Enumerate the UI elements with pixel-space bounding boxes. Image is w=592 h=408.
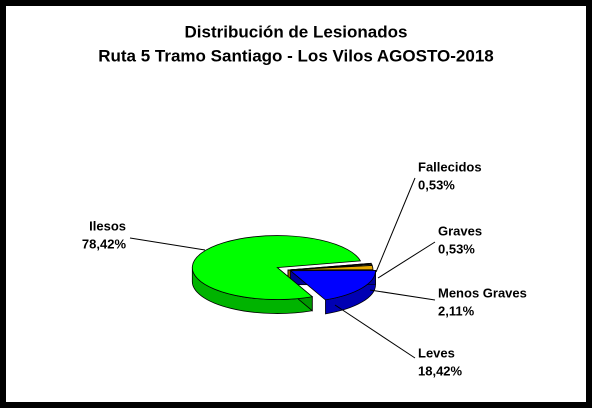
value-label: 78,42%: [82, 236, 127, 251]
slice: [287, 265, 374, 271]
leader-line: [369, 289, 436, 301]
slice-label: Leves: [418, 345, 455, 360]
slice: [289, 269, 376, 301]
chart-subtitle: Ruta 5 Tramo Santiago - Los Vilos AGOSTO…: [98, 46, 494, 65]
value-label: 0,53%: [418, 177, 455, 192]
value-label: 2,11%: [438, 303, 475, 318]
chart-title: Distribución de Lesionados: [185, 22, 408, 41]
leader-line: [377, 241, 436, 279]
leader-line: [375, 177, 416, 273]
slice-label: Graves: [438, 223, 482, 238]
slice-label: Ilesos: [89, 218, 126, 233]
leader-line: [334, 304, 416, 359]
slice-label: Menos Graves: [438, 285, 527, 300]
slice-label: Fallecidos: [418, 159, 482, 174]
value-label: 0,53%: [438, 241, 475, 256]
leader-line: [129, 237, 206, 251]
slice: [191, 235, 362, 300]
value-label: 18,42%: [418, 363, 463, 378]
